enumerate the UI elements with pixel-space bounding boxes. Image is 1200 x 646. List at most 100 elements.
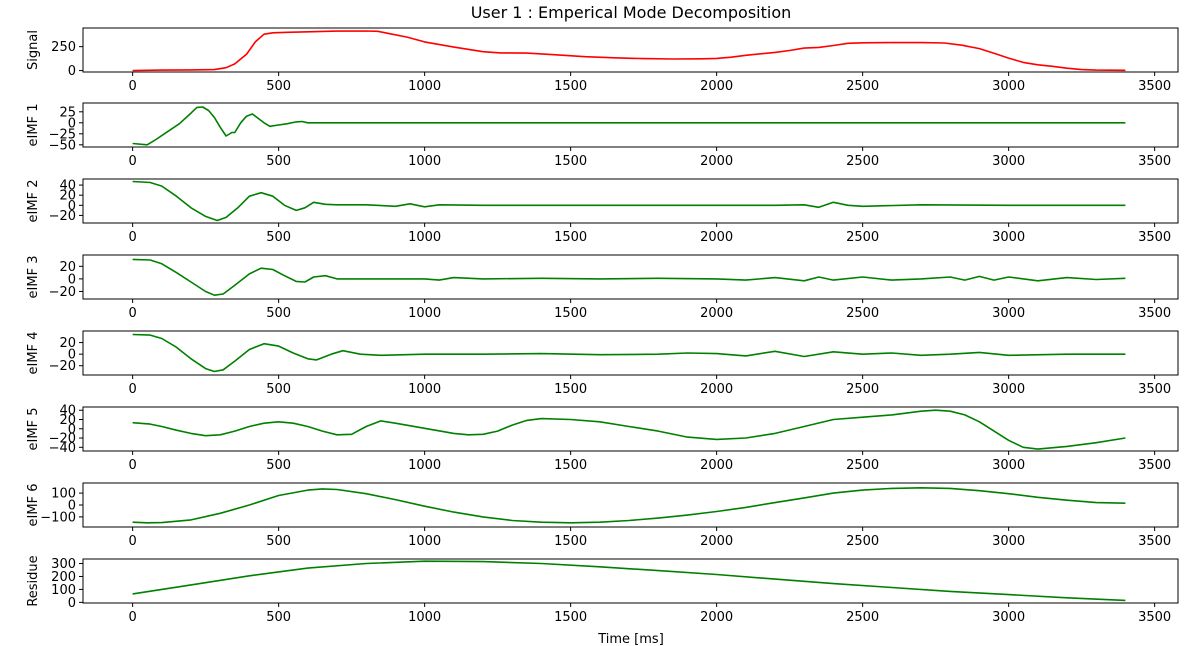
x-tick-label: 3500 [1138, 230, 1171, 245]
y-tick-label: 0 [68, 64, 76, 79]
y-tick-label: −20 [49, 432, 76, 447]
y-tick-label: 20 [59, 189, 76, 204]
x-tick-label: 1000 [408, 458, 441, 473]
x-tick-label: 3000 [992, 458, 1025, 473]
y-axis-label: eIMF 4 [26, 332, 41, 375]
x-tick-label: 1000 [408, 306, 441, 321]
x-tick-label: 1500 [554, 154, 587, 169]
x-tick-label: 2000 [700, 382, 733, 397]
series-line-4-1 [132, 258, 1126, 297]
y-tick-label: 0 [68, 596, 76, 611]
x-tick-label: 3500 [1138, 154, 1171, 169]
x-tick-label: 0 [128, 382, 136, 397]
x-tick-label: 3000 [992, 610, 1025, 625]
x-tick-label: 0 [128, 458, 136, 473]
subplot-7: 0 500 1000 1500 2000 2500 3000 3500−1000100eIMF… [26, 482, 1179, 549]
x-tick-label: 3500 [1138, 610, 1171, 625]
x-tick-label: 1500 [554, 610, 587, 625]
x-tick-label: 2500 [846, 458, 879, 473]
x-tick-label: 3500 [1138, 306, 1171, 321]
y-tick-label: −20 [49, 209, 76, 224]
y-tick-label: −20 [49, 285, 76, 300]
y-tick-label: 0 [68, 422, 76, 437]
x-tick-label: 1000 [408, 382, 441, 397]
y-tick-label: 0 [68, 499, 76, 514]
y-tick-label: 25 [59, 105, 76, 120]
axes-frame [82, 254, 1179, 300]
series-line-2-1 [132, 106, 1126, 146]
x-tick-label: 3000 [992, 230, 1025, 245]
x-tick-label: 3000 [992, 79, 1025, 94]
x-tick-label: 0 [128, 154, 136, 169]
y-tick-label: −20 [49, 359, 76, 374]
y-axis-label: eIMF 5 [26, 408, 41, 451]
x-tick-label: 1000 [408, 610, 441, 625]
y-tick-label: 20 [59, 413, 76, 428]
x-tick-label: 2000 [700, 534, 733, 549]
x-tick-label: 2000 [700, 230, 733, 245]
x-tick-label: 1500 [554, 79, 587, 94]
x-tick-label: 0 [128, 230, 136, 245]
x-tick-label: 1000 [408, 79, 441, 94]
y-axis-label: eIMF 1 [26, 104, 41, 147]
y-tick-label: 40 [59, 404, 76, 419]
axes-frame [82, 27, 1179, 73]
y-tick-label: 250 [51, 40, 76, 55]
x-tick-label: 2500 [846, 382, 879, 397]
y-tick-label: 20 [59, 336, 76, 351]
subplot-2: 0 500 1000 1500 2000 2500 3000 3500−50−25025eIM… [26, 102, 1179, 169]
x-tick-label: 2000 [700, 610, 733, 625]
x-tick-label: 2500 [846, 610, 879, 625]
y-tick-label: 0 [68, 116, 76, 131]
series-line-8-1 [132, 560, 1126, 602]
y-tick-label: −50 [49, 138, 76, 153]
y-axis-label: eIMF 3 [26, 256, 41, 299]
x-tick-label: 3000 [992, 154, 1025, 169]
x-tick-label: 1500 [554, 534, 587, 549]
y-tick-label: 20 [59, 260, 76, 275]
x-tick-label: 1000 [408, 534, 441, 549]
series-line-1-1 [132, 30, 1126, 72]
x-tick-label: 500 [266, 382, 291, 397]
y-tick-label: 0 [68, 348, 76, 363]
x-tick-label: 500 [266, 154, 291, 169]
x-tick-label: 2500 [846, 154, 879, 169]
x-tick-label: 0 [128, 610, 136, 625]
y-tick-label: 100 [51, 583, 76, 598]
x-tick-label: 500 [266, 458, 291, 473]
x-tick-label: 2000 [700, 306, 733, 321]
subplot-6: 0 500 1000 1500 2000 2500 3000 3500−40−2002040e… [26, 404, 1179, 473]
x-tick-label: 2500 [846, 306, 879, 321]
y-axis-label: Residue [26, 555, 41, 606]
y-tick-label: 0 [68, 272, 76, 287]
x-tick-label: 2000 [700, 79, 733, 94]
axes-frame [82, 178, 1179, 224]
x-tick-label: 500 [266, 610, 291, 625]
x-tick-label: 2500 [846, 230, 879, 245]
series-line-6-1 [132, 409, 1126, 450]
x-tick-label: 500 [266, 306, 291, 321]
x-tick-label: 3000 [992, 382, 1025, 397]
x-tick-label: 1500 [554, 306, 587, 321]
x-tick-label: 500 [266, 534, 291, 549]
x-tick-label: 2000 [700, 458, 733, 473]
y-tick-label: 300 [51, 557, 76, 572]
y-tick-label: −25 [49, 127, 76, 142]
x-tick-label: 2500 [846, 534, 879, 549]
axes-frame [82, 406, 1179, 452]
axes-frame [82, 330, 1179, 376]
x-tick-label: 1500 [554, 458, 587, 473]
y-axis-label: eIMF 2 [26, 180, 41, 223]
subplot-8: 0 500 1000 1500 2000 2500 3000 35000100200300Re… [26, 555, 1179, 625]
subplot-1: 0 500 1000 1500 2000 2500 3000 3500 0 250 Signal [26, 27, 1179, 94]
x-tick-label: 1500 [554, 230, 587, 245]
x-tick-label: 0 [128, 534, 136, 549]
axes-frame [82, 558, 1179, 604]
subplot-3: 0 500 1000 1500 2000 2500 3000 3500−2002040eIMF… [26, 178, 1179, 245]
y-tick-label: −100 [40, 510, 76, 525]
y-tick-label: 40 [59, 179, 76, 194]
